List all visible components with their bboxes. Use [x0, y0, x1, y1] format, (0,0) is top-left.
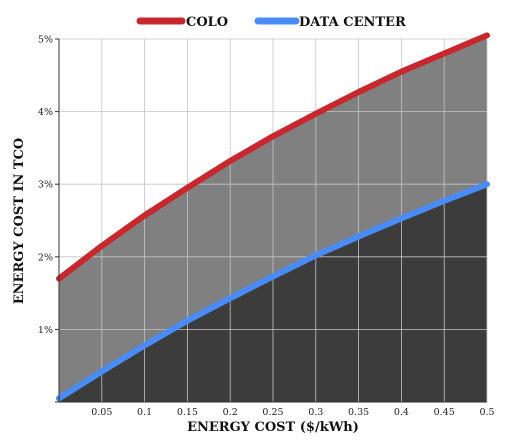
- x-tick-labels: 0.05 0.1 0.15 0.2 0.25 0.3 0.35 0.4 0.45 0.5: [91, 407, 494, 418]
- y-tick-label: 5%: [38, 35, 53, 46]
- x-tick-label: 0.4: [394, 407, 409, 418]
- x-tick-label: 0.1: [137, 407, 152, 418]
- series-line-data-center: [56, 181, 490, 402]
- y-tick-label: 4%: [38, 107, 53, 118]
- legend-label-colo: COLO: [186, 15, 228, 30]
- series-line-colo: [56, 32, 490, 282]
- x-tick-label: 0.5: [479, 407, 494, 418]
- y-tick-labels: 1% 2% 3% 4% 5%: [38, 35, 53, 336]
- y-tick-label: 2%: [38, 252, 53, 263]
- y-tick-label: 1%: [38, 325, 53, 336]
- y-tick-label: 3%: [38, 180, 53, 191]
- legend: COLO DATA CENTER: [136, 15, 406, 30]
- x-tick-label: 0.45: [434, 407, 455, 418]
- x-tick-label: 0.25: [262, 407, 283, 418]
- x-tick-label: 0.35: [348, 407, 369, 418]
- x-tick-label: 0.15: [177, 407, 198, 418]
- x-tick-label: 0.3: [308, 407, 323, 418]
- legend-label-data-center: DATA CENTER: [299, 15, 406, 30]
- x-tick-label: 0.2: [223, 407, 238, 418]
- plot-area: 0.05 0.1 0.15 0.2 0.25 0.3 0.35 0.4 0.45 0.5 1% 2%…: [38, 32, 495, 418]
- x-axis-title: ENERGY COST ($/kWh): [187, 420, 359, 435]
- grid: [59, 38, 488, 402]
- x-tick-label: 0.05: [91, 407, 112, 418]
- y-axis-title: ENERGY COST IN TCO: [12, 138, 27, 305]
- axes: [55, 38, 487, 403]
